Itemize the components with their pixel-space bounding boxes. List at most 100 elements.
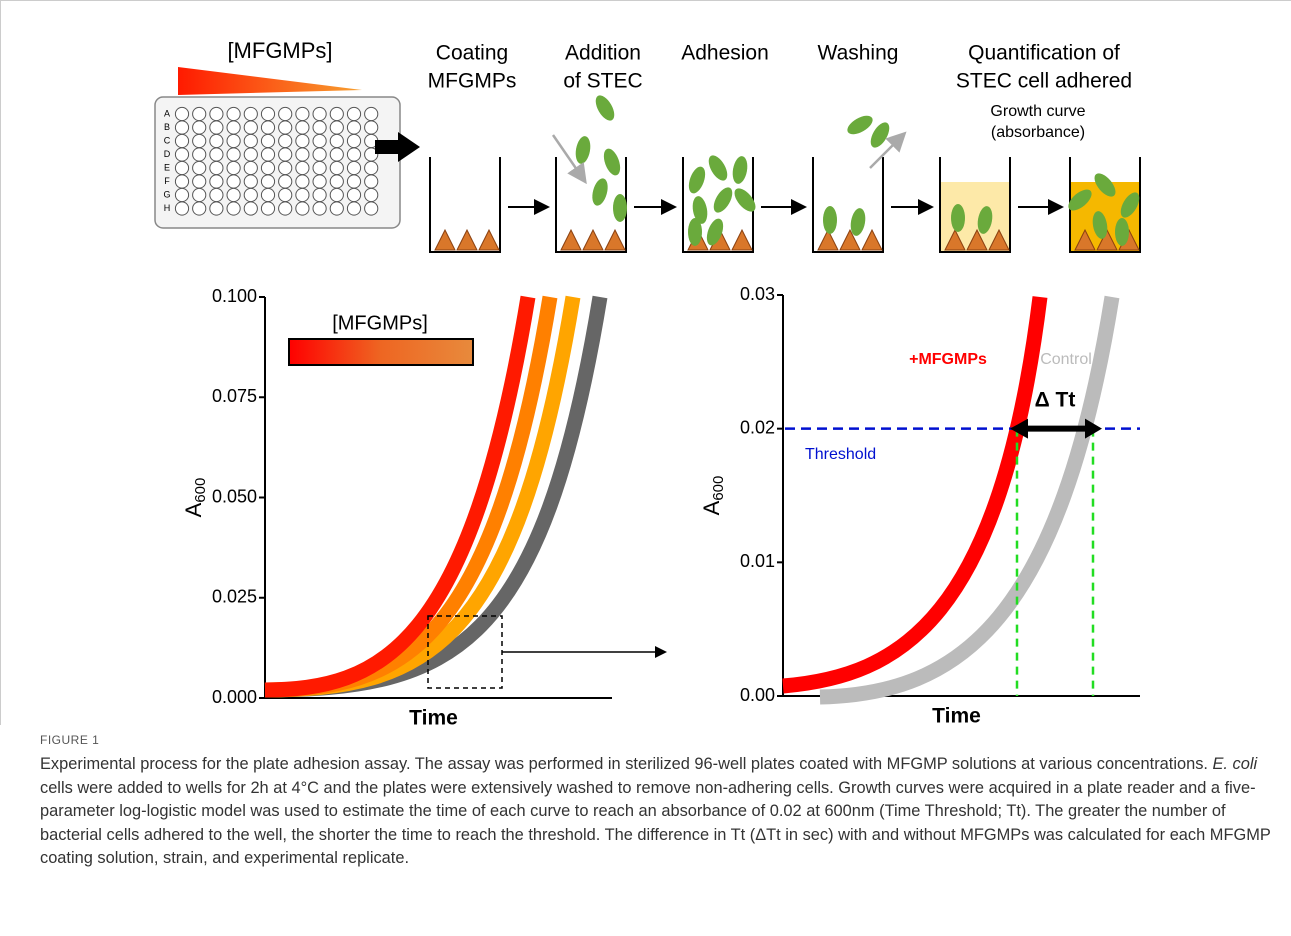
well <box>313 121 326 134</box>
y-tick-label: 0.02 <box>740 417 775 437</box>
well <box>261 134 274 147</box>
step-label: Coating <box>436 42 508 65</box>
well <box>227 107 240 120</box>
well <box>347 202 360 215</box>
well <box>227 134 240 147</box>
well <box>279 148 292 161</box>
well <box>210 175 223 188</box>
step-label: MFGMPs <box>428 70 517 93</box>
well <box>279 188 292 201</box>
bacterium <box>705 152 731 183</box>
well <box>193 161 206 174</box>
bacterium <box>590 177 611 208</box>
threshold-label: Threshold <box>805 446 876 463</box>
page: [MFGMPs] ABCDEFGH CoatingMFGMPsAdditiono… <box>0 0 1291 936</box>
y-tick-label: 0.025 <box>212 587 257 607</box>
y-tick-label: 0.050 <box>212 486 257 506</box>
well <box>313 188 326 201</box>
well <box>244 188 257 201</box>
plate-label: [MFGMPs] <box>227 38 332 63</box>
x-axis-label: Time <box>409 707 458 725</box>
caption: FIGURE 1 Experimental process for the pl… <box>40 733 1285 871</box>
well <box>175 202 188 215</box>
well <box>193 121 206 134</box>
caption-text: Experimental process for the plate adhes… <box>40 753 1285 871</box>
well <box>330 202 343 215</box>
well <box>313 161 326 174</box>
step-label: of STEC <box>563 70 642 93</box>
bacterium <box>710 184 736 215</box>
step-label: Adhesion <box>681 42 769 65</box>
row-label: F <box>164 176 170 186</box>
well <box>347 121 360 134</box>
bacterium <box>731 185 760 215</box>
well <box>279 175 292 188</box>
y-tick-label: 0.075 <box>212 386 257 406</box>
growth-note: (absorbance) <box>991 124 1085 141</box>
caption-label: FIGURE 1 <box>40 733 1285 747</box>
right-chart: 0.000.010.020.03TimeA600Δ TtThreshold+MF… <box>699 284 1140 725</box>
row-label: H <box>164 203 171 213</box>
well <box>330 161 343 174</box>
well <box>244 121 257 134</box>
protein <box>605 230 625 250</box>
well-plate <box>155 97 400 228</box>
well <box>296 107 309 120</box>
well <box>313 148 326 161</box>
well <box>210 148 223 161</box>
well <box>330 107 343 120</box>
well <box>279 134 292 147</box>
well <box>227 188 240 201</box>
bacterium <box>731 155 750 185</box>
y-tick-label: 0.01 <box>740 551 775 571</box>
well <box>347 148 360 161</box>
well <box>261 175 274 188</box>
well <box>227 121 240 134</box>
row-label: A <box>164 108 170 118</box>
protein <box>583 230 603 250</box>
well <box>227 148 240 161</box>
y-label-main: A <box>181 502 206 517</box>
well <box>330 121 343 134</box>
well <box>365 175 378 188</box>
well <box>244 134 257 147</box>
y-tick-label: 0.03 <box>740 284 775 304</box>
bacterium <box>951 204 965 232</box>
well <box>347 107 360 120</box>
well <box>210 202 223 215</box>
bacterium <box>613 194 627 222</box>
y-tick-label: 0.00 <box>740 685 775 705</box>
well <box>365 202 378 215</box>
well <box>279 161 292 174</box>
well <box>365 161 378 174</box>
caption-text: Experimental process for the plate adhes… <box>40 755 1213 773</box>
well <box>210 107 223 120</box>
well <box>279 107 292 120</box>
bacterium <box>574 135 593 165</box>
protein <box>457 230 477 250</box>
row-label: D <box>164 149 171 159</box>
well <box>210 161 223 174</box>
well <box>244 161 257 174</box>
well <box>175 134 188 147</box>
protein <box>862 230 882 250</box>
bacterium <box>823 206 837 234</box>
y-axis-label: A600 <box>181 478 209 518</box>
well <box>296 148 309 161</box>
well <box>347 161 360 174</box>
well <box>193 202 206 215</box>
well <box>330 188 343 201</box>
bacterium <box>688 218 702 246</box>
well <box>193 148 206 161</box>
well <box>261 188 274 201</box>
well <box>244 175 257 188</box>
row-label: B <box>164 122 170 132</box>
well <box>261 121 274 134</box>
well <box>296 175 309 188</box>
well <box>347 175 360 188</box>
well <box>261 202 274 215</box>
well <box>313 107 326 120</box>
well <box>210 121 223 134</box>
